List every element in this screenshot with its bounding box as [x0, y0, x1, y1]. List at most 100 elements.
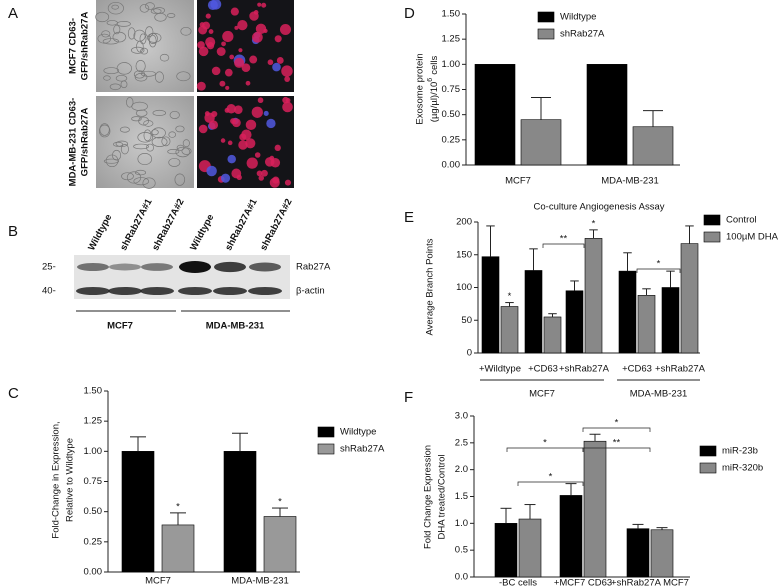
bar — [518, 518, 542, 578]
cell — [159, 53, 170, 62]
cell — [251, 106, 263, 118]
cell — [264, 157, 275, 167]
lane-label: shRab27A#1 — [118, 196, 155, 252]
group-label: MDA-MB-231 — [630, 389, 688, 400]
x-tick-label: +shRab27A MCF7 — [611, 578, 689, 588]
cell — [133, 29, 146, 42]
row-label: GFP/shRab27A — [80, 108, 91, 177]
x-tick-label: +shRab27A — [559, 364, 610, 375]
cell — [145, 26, 154, 38]
group-label: MDA-MB-231 — [206, 321, 265, 332]
error-bar — [130, 436, 146, 452]
cell — [258, 175, 264, 181]
lane-label: Wildtype — [188, 213, 216, 253]
cell — [139, 33, 147, 45]
bracket — [636, 268, 681, 273]
x-tick-label: +CD63 — [622, 364, 652, 375]
y-tick-label: 0.5 — [455, 545, 468, 556]
cell — [276, 57, 284, 64]
cell — [227, 140, 233, 146]
cell — [161, 136, 171, 147]
cell — [225, 85, 230, 90]
y-axis-label: Fold Change Expression — [423, 445, 434, 549]
error-bar — [232, 432, 248, 452]
cell — [202, 21, 211, 30]
cell — [140, 47, 149, 55]
cell — [176, 144, 185, 151]
cell — [168, 157, 181, 167]
y-tick-label: 1.5 — [455, 491, 468, 502]
row-label: MCF7 CD63- — [68, 18, 79, 74]
y-tick-label: 1.00 — [84, 446, 103, 457]
y-tick-label: 1.25 — [442, 34, 461, 45]
bar — [626, 528, 650, 578]
cell — [133, 177, 150, 186]
cell — [175, 125, 185, 133]
error-bar — [666, 270, 675, 288]
error-bar — [505, 302, 514, 307]
cell — [206, 165, 217, 177]
cell — [238, 140, 248, 150]
cell — [135, 59, 146, 73]
y-tick-label: 2.5 — [455, 437, 468, 448]
band — [248, 287, 282, 295]
bar — [543, 316, 562, 354]
bar — [520, 119, 562, 166]
cell — [103, 75, 111, 81]
y-tick-label: 0.50 — [442, 109, 461, 120]
cell — [198, 46, 209, 57]
cell — [196, 81, 206, 91]
significance: ** — [560, 234, 568, 245]
cell — [182, 139, 190, 148]
legend-label: Wildtype — [340, 427, 376, 438]
cell — [237, 19, 248, 31]
bar — [223, 451, 257, 573]
cell — [154, 71, 164, 83]
bar — [584, 238, 603, 354]
band — [179, 261, 211, 273]
cell — [151, 127, 166, 139]
lane-label: shRab27A#2 — [258, 197, 294, 253]
cell — [227, 154, 236, 164]
y-tick-label: 1.25 — [84, 416, 103, 427]
label-part: (µg/µl)/10 — [429, 82, 440, 123]
cell — [146, 143, 155, 152]
cell — [234, 25, 239, 30]
significance: * — [176, 501, 180, 512]
cell — [236, 174, 242, 181]
y-tick-label: 0.0 — [455, 572, 468, 583]
cell — [216, 47, 226, 56]
cell — [221, 41, 226, 47]
cell — [256, 170, 263, 177]
lane-label: shRab27A#2 — [150, 197, 186, 253]
significance: * — [278, 497, 282, 508]
bar — [565, 290, 584, 354]
cell — [181, 147, 192, 155]
cell — [111, 4, 119, 10]
legend-swatch — [317, 443, 335, 455]
cell — [99, 123, 110, 136]
cell — [272, 176, 280, 184]
y-tick-label: 0.25 — [84, 536, 103, 547]
cell — [249, 55, 258, 64]
cell — [142, 177, 156, 189]
legend-swatch — [537, 11, 555, 23]
cell — [105, 154, 119, 168]
y-tick-label: 0.00 — [84, 567, 103, 578]
error-bar — [524, 504, 536, 520]
legend-swatch — [703, 214, 721, 226]
cell — [211, 66, 221, 76]
cell — [143, 129, 152, 142]
bar — [661, 287, 680, 354]
x-tick-label: +shRab27A — [655, 364, 706, 375]
y-tick-label: 2.0 — [455, 464, 468, 475]
bar — [494, 523, 518, 578]
cell — [230, 7, 239, 16]
cell — [180, 26, 192, 36]
cell — [131, 116, 142, 122]
band — [141, 263, 173, 271]
cell — [257, 2, 262, 7]
cell — [219, 80, 226, 87]
cell — [207, 0, 218, 11]
